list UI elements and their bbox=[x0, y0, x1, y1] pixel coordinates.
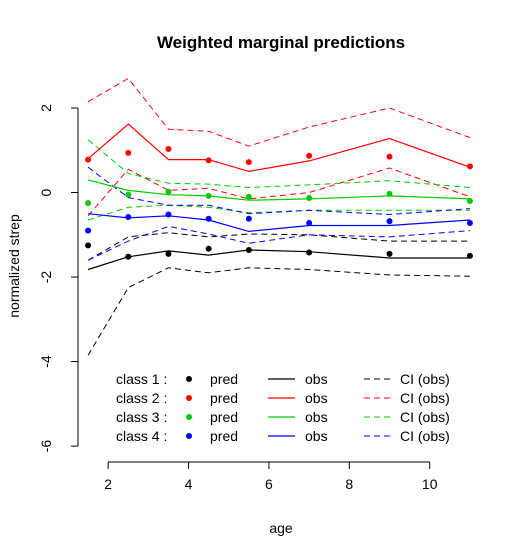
pred-point bbox=[85, 200, 92, 207]
pred-point bbox=[386, 153, 393, 160]
y-tick-label: 0 bbox=[38, 188, 54, 196]
x-tick-label: 2 bbox=[104, 476, 112, 492]
obs-line bbox=[88, 213, 470, 233]
axes: 2 4 6 8 10 -6 -4 -2 0 2 bbox=[38, 104, 438, 492]
pred-point bbox=[306, 219, 313, 226]
pred-point bbox=[306, 195, 313, 202]
obs-line bbox=[87, 179, 470, 201]
x-tick-label: 8 bbox=[345, 476, 353, 492]
pred-point bbox=[205, 245, 212, 252]
pred-point bbox=[205, 157, 212, 164]
legend-pred-label: pred bbox=[210, 409, 238, 425]
pred-point bbox=[245, 215, 252, 222]
legend-obs-label: obs bbox=[305, 390, 328, 406]
obs-line bbox=[87, 123, 471, 173]
pred-point bbox=[85, 242, 92, 249]
chart-title: Weighted marginal predictions bbox=[157, 33, 405, 52]
pred-point bbox=[85, 227, 92, 234]
legend-obs-label: obs bbox=[305, 371, 328, 387]
legend-pred-label: pred bbox=[210, 390, 238, 406]
legend-class-label: class 4 : bbox=[116, 428, 167, 444]
legend: class 1 : pred obs CI (obs) class 2 : pred obs… bbox=[116, 371, 450, 444]
obs-lines bbox=[87, 123, 471, 271]
pred-point bbox=[466, 219, 473, 226]
legend-ci-label: CI (obs) bbox=[400, 371, 450, 387]
pred-point bbox=[205, 192, 212, 199]
pred-point bbox=[125, 191, 132, 198]
ci-lower-line bbox=[87, 204, 470, 221]
pred-point bbox=[245, 247, 252, 254]
pred-point bbox=[466, 198, 473, 204]
pred-point bbox=[466, 163, 473, 170]
pred-point bbox=[165, 211, 172, 218]
y-tick-label: -4 bbox=[38, 355, 54, 368]
legend-obs-label: obs bbox=[305, 428, 328, 444]
pred-point bbox=[386, 250, 393, 257]
pred-point bbox=[245, 193, 252, 200]
legend-pred-symbol bbox=[186, 433, 192, 439]
pred-point bbox=[306, 249, 313, 256]
legend-class-label: class 2 : bbox=[116, 390, 167, 406]
ci-upper-line bbox=[87, 232, 470, 261]
legend-ci-label: CI (obs) bbox=[400, 409, 450, 425]
legend-pred-symbol bbox=[186, 376, 192, 382]
legend-pred-label: pred bbox=[210, 428, 238, 444]
pred-points bbox=[85, 146, 473, 260]
y-tick-label: -2 bbox=[38, 271, 54, 284]
y-axis-label: normalized strep bbox=[6, 214, 22, 318]
pred-point bbox=[125, 214, 132, 221]
y-tick-label: -6 bbox=[38, 440, 54, 453]
y-tick-label: 2 bbox=[38, 104, 54, 112]
pred-point bbox=[386, 190, 393, 197]
x-tick-label: 10 bbox=[422, 476, 438, 492]
pred-point bbox=[205, 215, 212, 222]
legend-pred-symbol bbox=[186, 395, 192, 401]
obs-line bbox=[87, 249, 470, 271]
ci-upper-line bbox=[87, 166, 470, 216]
legend-pred-label: pred bbox=[210, 371, 238, 387]
pred-point bbox=[85, 156, 92, 163]
pred-point bbox=[386, 218, 393, 225]
ci-upper-line bbox=[87, 77, 471, 147]
legend-ci-label: CI (obs) bbox=[400, 390, 450, 406]
ci-lines bbox=[87, 77, 471, 356]
x-axis-label: age bbox=[269, 520, 293, 536]
legend-obs-label: obs bbox=[305, 409, 328, 425]
pred-point bbox=[165, 188, 172, 195]
pred-point bbox=[165, 146, 172, 153]
pred-point bbox=[245, 159, 252, 166]
pred-point bbox=[125, 149, 132, 156]
legend-class-label: class 1 : bbox=[116, 371, 167, 387]
legend-class-label: class 3 : bbox=[116, 409, 167, 425]
x-tick-label: 4 bbox=[185, 476, 193, 492]
legend-ci-label: CI (obs) bbox=[400, 428, 450, 444]
x-tick-label: 6 bbox=[265, 476, 273, 492]
ci-lower-line bbox=[87, 225, 470, 261]
pred-point bbox=[125, 253, 132, 260]
legend-pred-symbol bbox=[186, 414, 192, 420]
pred-point bbox=[306, 152, 313, 159]
ci-upper-line bbox=[87, 139, 470, 189]
pred-point bbox=[165, 250, 172, 257]
pred-point bbox=[466, 252, 473, 259]
ci-lower-line bbox=[87, 267, 470, 356]
